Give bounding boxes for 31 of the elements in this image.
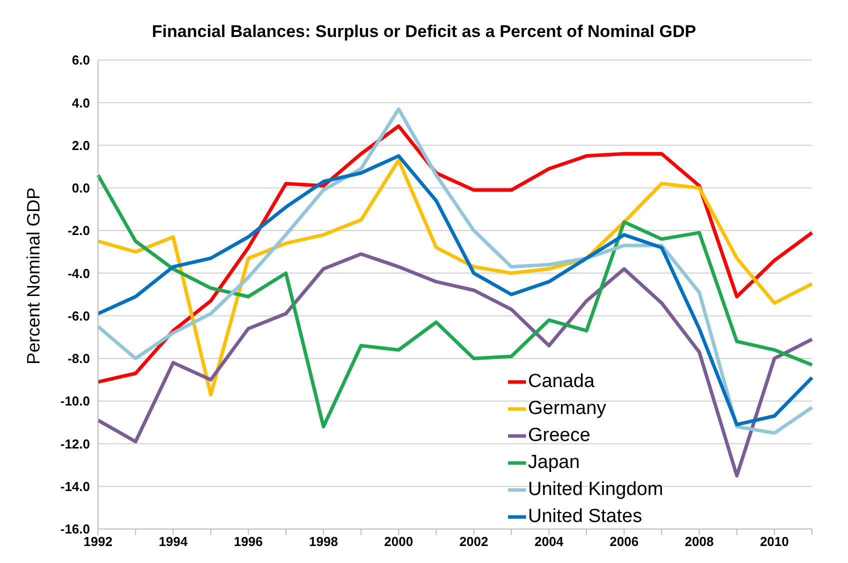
legend-label: United States xyxy=(528,505,642,529)
line-series xyxy=(96,252,814,478)
y-tick-label: -6.0 xyxy=(68,308,90,324)
x-tick-label: 1998 xyxy=(309,534,338,550)
x-tick-label: 1994 xyxy=(158,534,188,550)
x-tick-label: 2010 xyxy=(760,534,789,550)
y-tick-label: -8.0 xyxy=(68,351,90,366)
y-tick-label: -10.0 xyxy=(60,394,90,409)
legend-label: Canada xyxy=(528,370,595,394)
legend-label: Greece xyxy=(528,424,590,448)
y-tick-label: -4.0 xyxy=(68,266,90,281)
x-tick-label: 2006 xyxy=(610,534,639,550)
legend-label: Japan xyxy=(528,451,580,475)
x-tick-label: 2004 xyxy=(534,534,564,550)
x-tick-label: 2008 xyxy=(684,534,714,550)
y-tick-label: 6.0 xyxy=(72,52,90,68)
x-tick-label: 1996 xyxy=(234,534,263,550)
x-tick-label: 1992 xyxy=(84,534,112,550)
x-tick-label: 2000 xyxy=(384,534,414,550)
y-tick-label: -12.0 xyxy=(60,436,90,452)
y-axis-title: Percent Nominal GDP xyxy=(23,187,44,364)
y-tick-label: -14.0 xyxy=(60,478,90,494)
y-tick-label: -2.0 xyxy=(68,223,90,238)
chart-title: Financial Balances: Surplus or Deficit as a Percent of Nominal GDP xyxy=(150,21,698,43)
legend-label: Germany xyxy=(528,397,606,421)
y-tick-label: 4.0 xyxy=(72,95,90,110)
y-tick-label: -16.0 xyxy=(60,522,90,537)
y-tick-label: 2.0 xyxy=(72,138,90,153)
y-tick-label: 0.0 xyxy=(72,180,90,196)
legend-label: United Kingdom xyxy=(528,478,664,502)
x-tick-label: 2002 xyxy=(459,534,488,550)
